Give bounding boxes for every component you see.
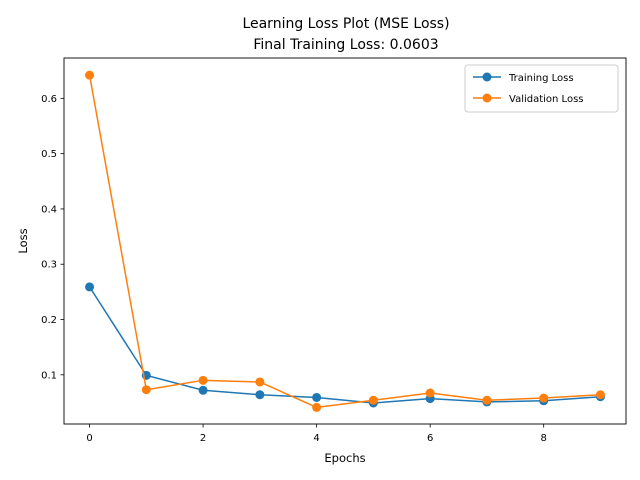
legend-label-training: Training Loss [508,73,574,84]
legend-box [464,64,619,113]
data-point-validation-loss [198,375,208,385]
data-point-validation-loss [85,70,95,80]
x-tick-label: 0 [86,433,92,444]
legend-marker-validation [482,93,492,103]
data-point-training-loss [255,390,265,400]
legend-label-validation: Validation Loss [509,94,584,105]
series-layer [85,70,605,412]
plot-frame [63,57,627,425]
chart-subtitle: Final Training Loss: 0.0603 [253,37,438,53]
chart-title: Learning Loss Plot (MSE Loss) [242,16,449,32]
data-point-validation-loss [312,402,322,412]
x-tick-label: 4 [313,433,319,444]
data-point-validation-loss [425,388,435,398]
y-tick-label: 0.1 [41,370,57,381]
series-line-validation-loss [88,75,601,409]
y-tick-label: 0.2 [41,315,57,326]
data-point-validation-loss [368,395,378,405]
x-axis-label: Epochs [324,451,365,465]
data-point-training-loss [85,282,95,292]
y-tick-label: 0.6 [41,94,57,105]
tick-layer: 0 2 4 6 8 0.1 0.2 0.3 0.4 0.5 0.6 [41,94,547,444]
data-point-training-loss [198,385,208,395]
data-point-validation-loss [595,390,605,400]
x-tick-label: 8 [540,433,546,444]
y-tick-label: 0.4 [41,204,57,215]
x-tick-label: 2 [200,433,206,444]
y-axis-label: Loss [16,228,30,253]
data-point-validation-loss [482,395,492,405]
y-tick-label: 0.5 [41,149,57,160]
x-tick-label: 6 [427,433,433,444]
data-point-training-loss [312,392,322,402]
data-point-validation-loss [539,393,549,403]
data-point-validation-loss [141,385,151,395]
data-point-validation-loss [255,377,265,387]
legend-marker-training [482,72,492,82]
series-line-training-loss [88,286,601,404]
y-tick-label: 0.3 [41,260,57,271]
legend: Training Loss Validation Loss [464,64,619,113]
